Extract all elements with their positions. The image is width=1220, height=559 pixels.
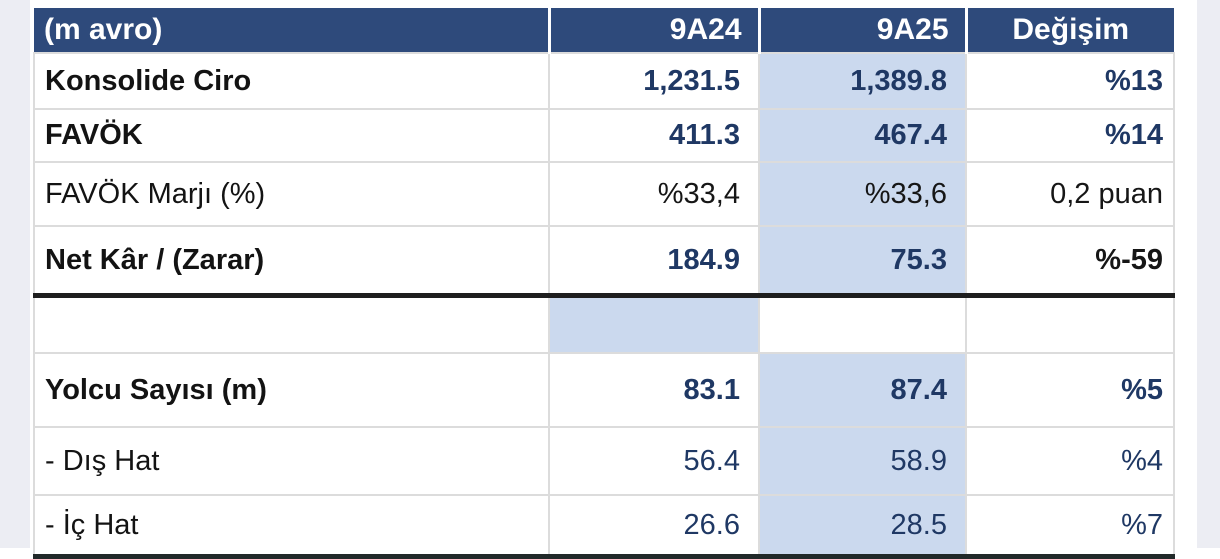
- cell-change: %7: [965, 494, 1175, 559]
- cell-9a25: 75.3: [758, 225, 967, 298]
- cell-9a25: 58.9: [758, 426, 967, 496]
- row-label: - İç Hat: [33, 494, 550, 559]
- spacer-cell: [33, 294, 550, 354]
- table-spacer-row: [33, 294, 1175, 354]
- spacer-cell: [965, 294, 1175, 354]
- cell-9a25: 28.5: [758, 494, 967, 559]
- table-row-net-kar: Net Kâr / (Zarar) 184.9 75.3 %-59: [33, 225, 1175, 298]
- header-unit-label: (m avro): [34, 8, 549, 53]
- cell-9a25: %33,6: [758, 161, 967, 227]
- cell-9a24: %33,4: [548, 161, 760, 227]
- cell-change: %-59: [965, 225, 1175, 298]
- cell-9a24: 184.9: [548, 225, 760, 298]
- row-label: Net Kâr / (Zarar): [33, 225, 550, 298]
- cell-9a24: 26.6: [548, 494, 760, 559]
- row-label: FAVÖK: [33, 108, 550, 163]
- row-label: FAVÖK Marjı (%): [33, 161, 550, 227]
- table-row-favok-marji: FAVÖK Marjı (%) %33,4 %33,6 0,2 puan: [33, 161, 1175, 227]
- table-row-yolcu-sayisi: Yolcu Sayısı (m) 83.1 87.4 %5: [33, 352, 1175, 428]
- table-row-konsolide-ciro: Konsolide Ciro 1,231.5 1,389.8 %13: [33, 52, 1175, 110]
- cell-change: %14: [965, 108, 1175, 163]
- financial-results-table: (m avro) 9A24 9A25 Değişim Konsolide Cir…: [33, 8, 1175, 559]
- table-row-dis-hat: - Dış Hat 56.4 58.9 %4: [33, 426, 1175, 496]
- spacer-cell: [758, 294, 967, 354]
- page-right-margin-strip: [1197, 0, 1220, 548]
- table-header-row: (m avro) 9A24 9A25 Değişim: [34, 8, 1174, 53]
- header-col-change: Değişim: [964, 8, 1174, 53]
- cell-9a25: 467.4: [758, 108, 967, 163]
- cell-9a25: 1,389.8: [758, 52, 967, 110]
- cell-change: %13: [965, 52, 1175, 110]
- cell-9a24: 1,231.5: [548, 52, 760, 110]
- cell-9a24: 56.4: [548, 426, 760, 496]
- header-col-9a24: 9A24: [547, 8, 759, 53]
- header-col-9a25: 9A25: [757, 8, 966, 53]
- cell-9a24: 411.3: [548, 108, 760, 163]
- cell-change: 0,2 puan: [965, 161, 1175, 227]
- row-label: - Dış Hat: [33, 426, 550, 496]
- cell-9a24: 83.1: [548, 352, 760, 428]
- row-label: Yolcu Sayısı (m): [33, 352, 550, 428]
- table-row-favok: FAVÖK 411.3 467.4 %14: [33, 108, 1175, 163]
- table-row-ic-hat: - İç Hat 26.6 28.5 %7: [33, 494, 1175, 559]
- cell-change: %4: [965, 426, 1175, 496]
- row-label: Konsolide Ciro: [33, 52, 550, 110]
- cell-9a25: 87.4: [758, 352, 967, 428]
- cell-change: %5: [965, 352, 1175, 428]
- spacer-cell-highlighted: [548, 294, 760, 354]
- page-left-margin-strip: [0, 0, 30, 548]
